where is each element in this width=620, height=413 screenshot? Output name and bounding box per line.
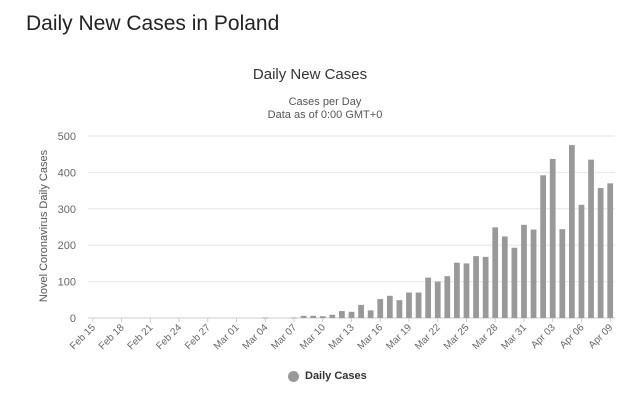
x-tick-label: Feb 24 bbox=[154, 322, 184, 352]
bar[interactable] bbox=[463, 263, 470, 318]
x-tick-label: Mar 25 bbox=[442, 322, 472, 352]
x-tick-label: Mar 10 bbox=[298, 322, 328, 352]
page-heading: Daily New Cases in Poland bbox=[26, 12, 280, 35]
chart-title: Daily New Cases bbox=[252, 66, 368, 83]
bar[interactable] bbox=[511, 247, 518, 318]
bar[interactable] bbox=[501, 236, 508, 318]
bar[interactable] bbox=[415, 292, 422, 318]
x-tick-label: Mar 16 bbox=[356, 322, 386, 352]
bar[interactable] bbox=[444, 276, 451, 318]
bar[interactable] bbox=[300, 315, 307, 318]
bar[interactable] bbox=[348, 311, 355, 318]
x-tick-label: Feb 27 bbox=[183, 322, 213, 352]
bar[interactable] bbox=[454, 262, 460, 318]
legend-label: Daily Cases bbox=[305, 370, 367, 382]
y-tick-label: 100 bbox=[58, 277, 76, 289]
bar[interactable] bbox=[549, 158, 556, 318]
x-tick-label: Apr 09 bbox=[587, 322, 616, 351]
bar[interactable] bbox=[396, 300, 403, 318]
bar[interactable] bbox=[569, 145, 575, 318]
x-tick-label: Apr 06 bbox=[558, 322, 587, 351]
x-tick-label: Feb 15 bbox=[68, 322, 98, 352]
bar[interactable] bbox=[358, 304, 364, 318]
bar[interactable] bbox=[329, 314, 336, 318]
bar[interactable] bbox=[492, 227, 499, 318]
bar[interactable] bbox=[559, 229, 566, 318]
x-tick-label: Mar 13 bbox=[327, 322, 357, 352]
bar[interactable] bbox=[473, 256, 479, 318]
bar[interactable] bbox=[597, 188, 604, 318]
chart-data-date-note: Data as of 0:00 GMT+0 bbox=[267, 109, 383, 121]
legend[interactable]: Daily Cases bbox=[288, 370, 367, 382]
y-tick-label: 500 bbox=[58, 131, 76, 143]
bar[interactable] bbox=[607, 183, 614, 318]
x-tick-label: Mar 01 bbox=[212, 322, 242, 352]
y-tick-label: 400 bbox=[58, 167, 76, 179]
x-tick-label: Mar 22 bbox=[413, 322, 443, 352]
bar[interactable] bbox=[530, 229, 537, 318]
bar[interactable] bbox=[434, 281, 441, 318]
bar[interactable] bbox=[339, 311, 345, 318]
bar[interactable] bbox=[588, 159, 594, 318]
bar[interactable] bbox=[377, 299, 384, 318]
chart-subtitle: Cases per Day bbox=[288, 96, 362, 108]
bar[interactable] bbox=[406, 292, 412, 318]
x-tick-label: Mar 19 bbox=[384, 322, 414, 352]
x-tick-label: Mar 04 bbox=[241, 322, 271, 352]
y-axis-title: Novel Coronavirus Daily Cases bbox=[38, 149, 50, 302]
bar[interactable] bbox=[521, 224, 527, 318]
y-tick-label: 300 bbox=[58, 204, 76, 216]
bar[interactable] bbox=[482, 256, 489, 318]
y-tick-label: 200 bbox=[58, 240, 76, 252]
bar[interactable] bbox=[540, 175, 547, 318]
x-tick-label: Mar 07 bbox=[269, 322, 299, 352]
x-tick-label: Feb 18 bbox=[97, 322, 127, 352]
bar[interactable] bbox=[310, 315, 317, 318]
bar[interactable] bbox=[367, 310, 374, 318]
bar[interactable] bbox=[319, 316, 326, 318]
x-tick-label: Mar 31 bbox=[499, 322, 529, 352]
x-tick-label: Feb 21 bbox=[126, 322, 156, 352]
x-tick-label: Apr 03 bbox=[529, 322, 558, 351]
legend-marker-icon bbox=[288, 370, 299, 382]
bar[interactable] bbox=[578, 204, 585, 318]
bar[interactable] bbox=[425, 277, 432, 318]
x-tick-label: Mar 28 bbox=[471, 322, 501, 352]
y-tick-label: 0 bbox=[70, 313, 76, 325]
bar[interactable] bbox=[386, 295, 393, 318]
